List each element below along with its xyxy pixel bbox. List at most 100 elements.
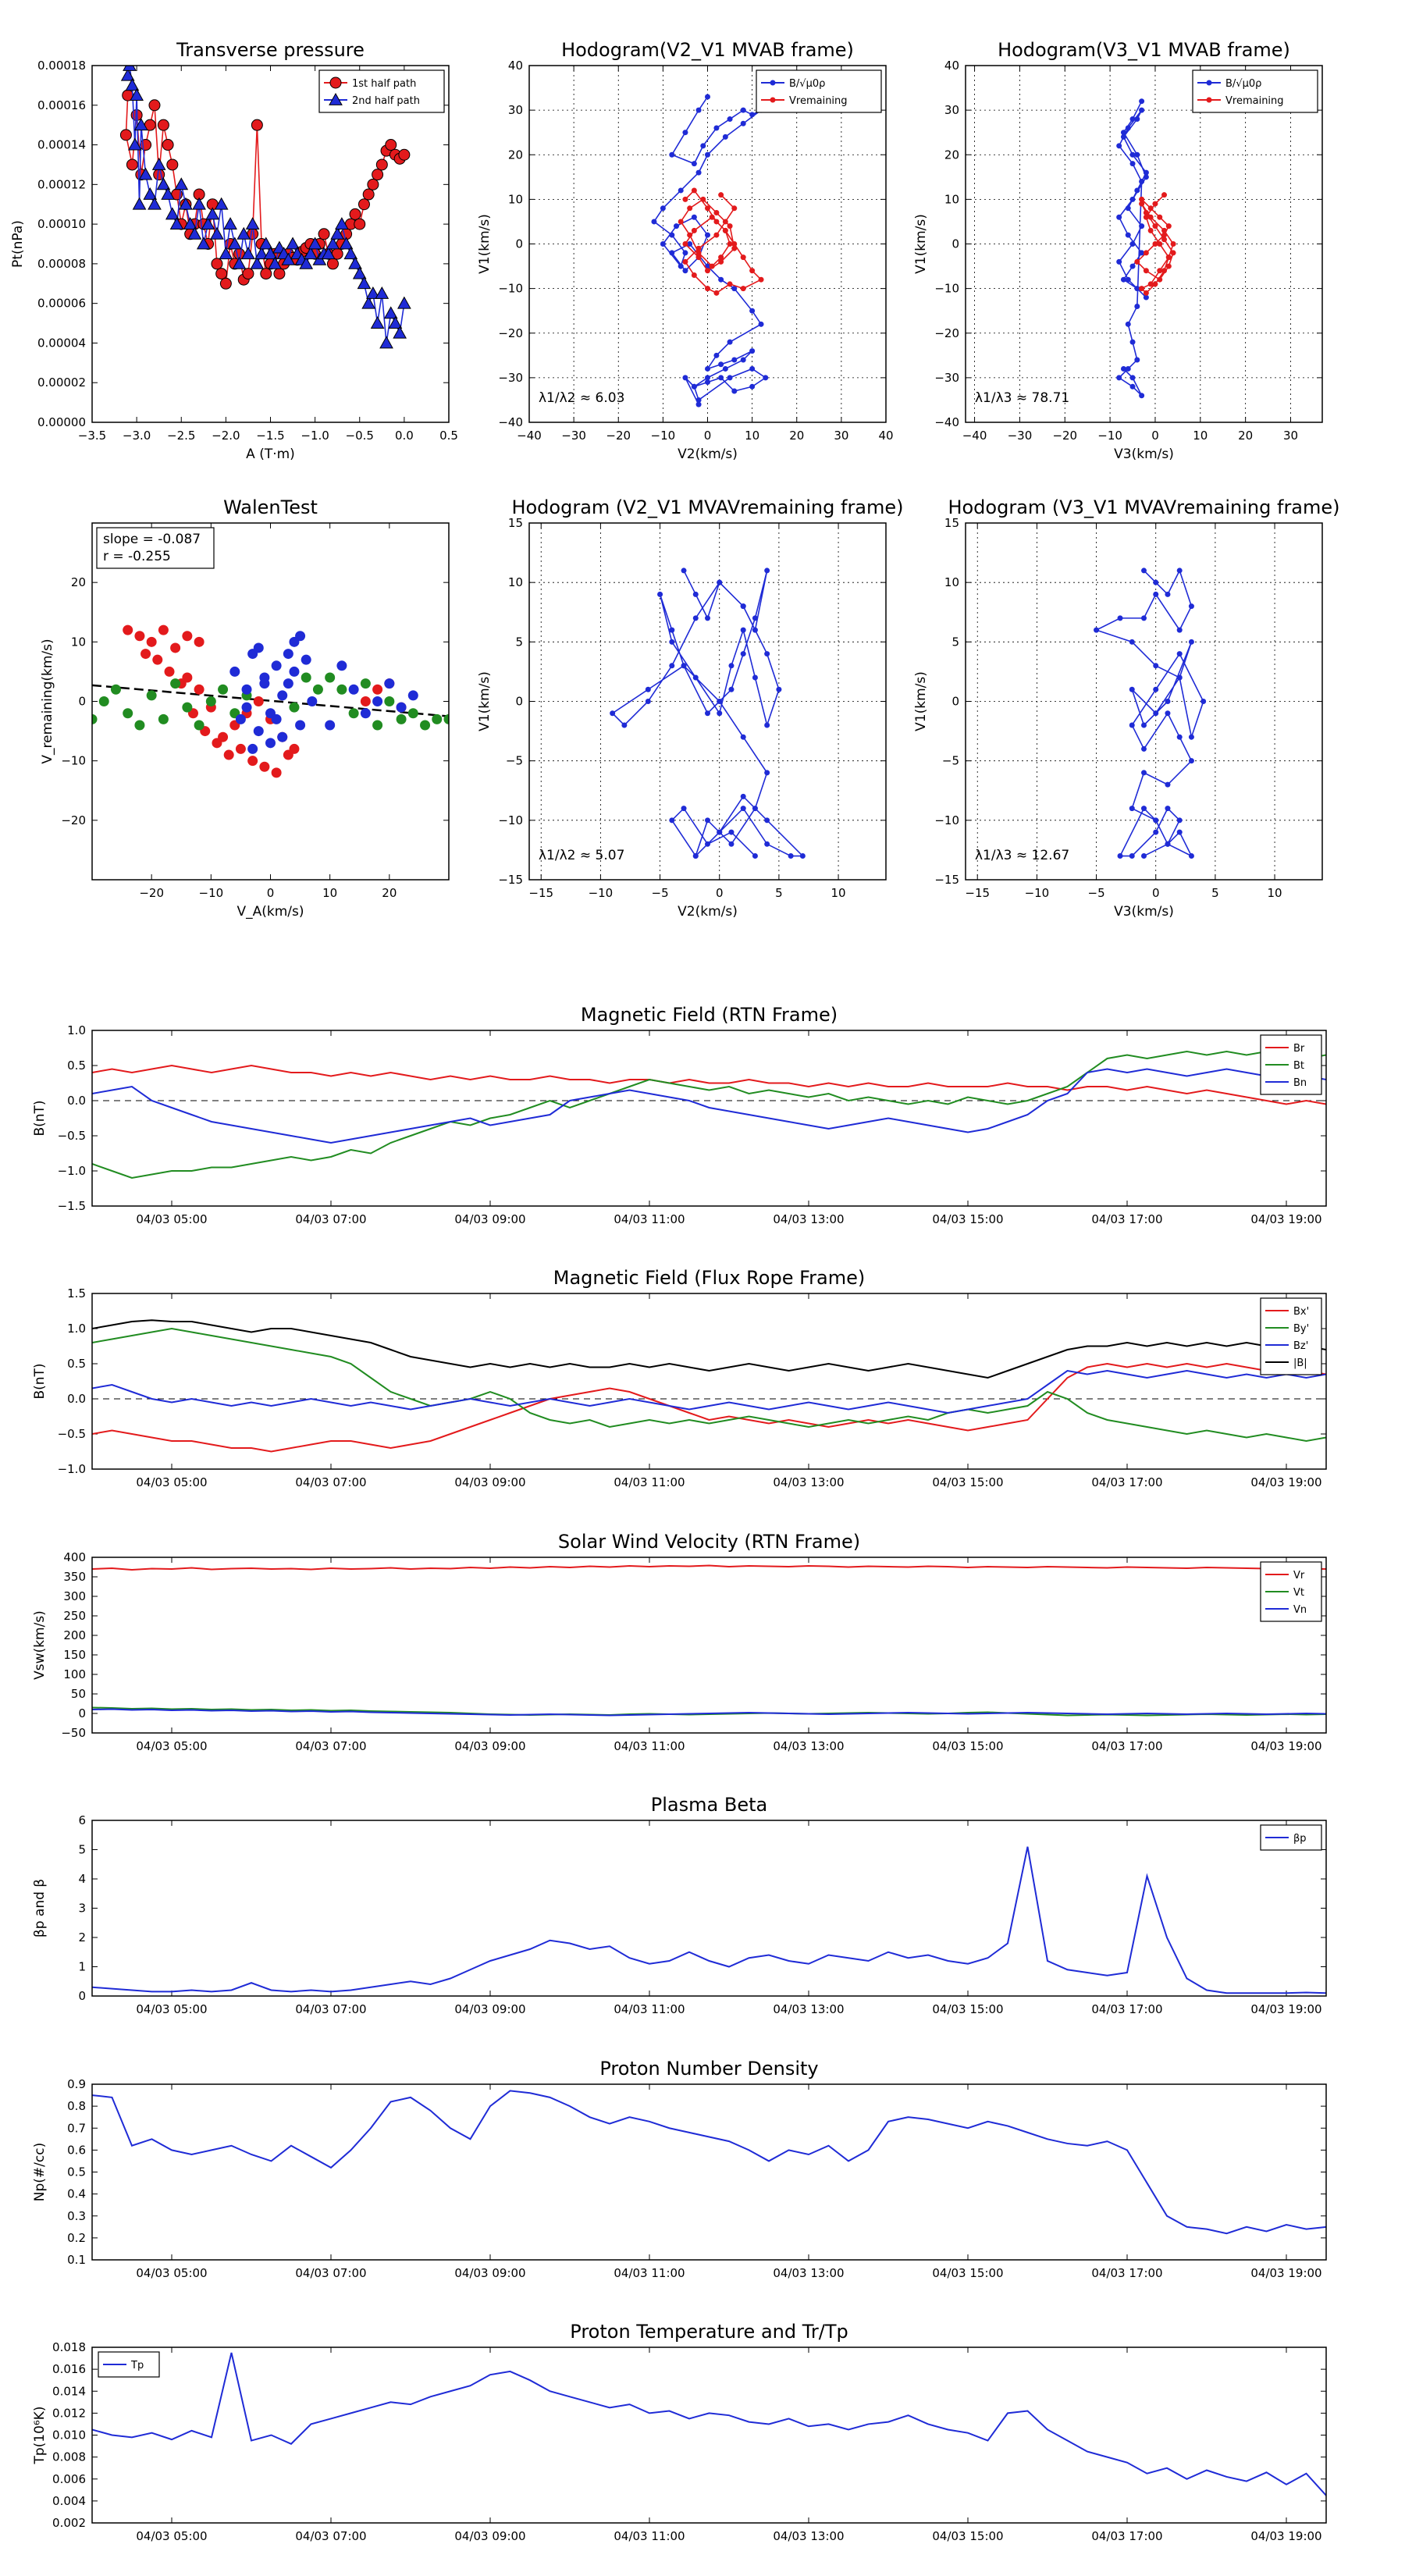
y-tick-label: 350 bbox=[63, 1570, 86, 1584]
y-tick-label: 150 bbox=[63, 1648, 86, 1662]
data-point bbox=[695, 107, 702, 113]
x-tick-label: −15 bbox=[528, 886, 553, 900]
data-point bbox=[1153, 579, 1159, 585]
data-point bbox=[265, 738, 276, 749]
plot-area bbox=[651, 94, 769, 407]
data-point bbox=[161, 187, 175, 200]
data-point bbox=[271, 767, 282, 778]
data-point bbox=[752, 853, 758, 859]
data-point bbox=[237, 226, 251, 240]
data-point bbox=[1147, 205, 1154, 212]
series-line bbox=[92, 1050, 1326, 1179]
ratio-annotation: λ1/λ3 ≈ 78.71 bbox=[975, 390, 1069, 406]
x-tick-label: 04/03 15:00 bbox=[932, 2002, 1003, 2016]
y-tick-label: 200 bbox=[63, 1628, 86, 1642]
data-point bbox=[166, 158, 179, 171]
legend-label: |B| bbox=[1293, 1357, 1307, 1369]
y-tick-label: 0 bbox=[951, 695, 959, 709]
x-tick-label: 04/03 13:00 bbox=[773, 1739, 844, 1753]
y-tick-label: 30 bbox=[508, 103, 523, 117]
data-point bbox=[360, 696, 371, 706]
data-point bbox=[170, 642, 181, 653]
data-point bbox=[740, 286, 746, 292]
data-point bbox=[156, 177, 171, 190]
x-tick-label: 04/03 15:00 bbox=[932, 1475, 1003, 1489]
y-axis-label: B(nT) bbox=[32, 1100, 48, 1136]
data-point bbox=[1134, 357, 1140, 363]
data-point bbox=[1176, 627, 1183, 633]
data-point bbox=[669, 250, 675, 256]
series-line bbox=[92, 1362, 1326, 1453]
data-point bbox=[713, 290, 720, 296]
y-tick-label: −1.0 bbox=[58, 1164, 86, 1178]
x-axis-label: V_A(km/s) bbox=[237, 904, 304, 920]
data-point bbox=[354, 218, 366, 230]
series-0 bbox=[123, 624, 407, 778]
data-point bbox=[420, 720, 431, 731]
data-point bbox=[245, 217, 260, 230]
x-tick-label: −1.0 bbox=[301, 429, 329, 443]
x-tick-label: 04/03 05:00 bbox=[136, 1212, 207, 1226]
y-tick-label: −20 bbox=[61, 813, 86, 827]
chart-title: Proton Number Density bbox=[599, 2058, 818, 2080]
data-point bbox=[1176, 651, 1183, 657]
data-point bbox=[196, 237, 211, 250]
y-tick-label: 10 bbox=[508, 192, 523, 206]
x-tick-label: 0.0 bbox=[395, 429, 414, 443]
data-point bbox=[722, 133, 728, 140]
data-point bbox=[763, 375, 769, 381]
data-point bbox=[215, 268, 228, 280]
data-point bbox=[731, 388, 738, 394]
legend: Br Bt Bn bbox=[1260, 1034, 1322, 1095]
data-point bbox=[727, 339, 733, 345]
data-point bbox=[148, 99, 161, 112]
y-tick-label: −0.5 bbox=[58, 1427, 86, 1441]
legend-label: Vremaining bbox=[1225, 95, 1284, 107]
data-point bbox=[1139, 286, 1145, 292]
data-point bbox=[1129, 806, 1135, 812]
x-tick-label: 04/03 11:00 bbox=[614, 1739, 685, 1753]
y-tick-label: 0.018 bbox=[52, 2340, 86, 2354]
x-tick-label: 04/03 07:00 bbox=[295, 1475, 366, 1489]
data-point bbox=[211, 258, 223, 270]
data-point bbox=[1188, 853, 1194, 859]
data-point bbox=[687, 232, 693, 238]
y-tick-label: −40 bbox=[934, 415, 959, 429]
data-point bbox=[691, 227, 697, 233]
y-tick-label: 5 bbox=[951, 635, 959, 649]
y-tick-label: 0.3 bbox=[67, 2209, 86, 2223]
x-tick-label: −2.5 bbox=[167, 429, 195, 443]
series-2nd-half-path bbox=[120, 66, 411, 349]
legend: Bx' By' Bz' |B| bbox=[1260, 1297, 1322, 1375]
data-point bbox=[709, 263, 715, 269]
y-tick-label: 5 bbox=[78, 1843, 86, 1857]
data-point bbox=[1157, 276, 1163, 283]
legend-box bbox=[756, 69, 882, 113]
x-tick-label: −0.5 bbox=[346, 429, 374, 443]
data-point bbox=[1129, 639, 1135, 645]
data-point bbox=[1117, 615, 1123, 621]
x-tick-label: 04/03 19:00 bbox=[1250, 1475, 1321, 1489]
data-point bbox=[1134, 151, 1140, 158]
data-point bbox=[1170, 250, 1176, 256]
data-point bbox=[727, 241, 733, 247]
y-tick-label: 6 bbox=[78, 1813, 86, 1827]
data-point bbox=[718, 276, 724, 283]
data-point bbox=[1170, 241, 1176, 247]
data-point bbox=[692, 674, 699, 681]
data-point bbox=[705, 817, 710, 824]
data-point bbox=[271, 660, 282, 671]
data-point bbox=[407, 690, 418, 701]
y-axis-label: V1(km/s) bbox=[477, 671, 493, 731]
y-tick-label: 10 bbox=[944, 575, 959, 589]
data-point bbox=[740, 357, 746, 363]
legend-label: βp bbox=[1293, 1833, 1307, 1845]
x-axis-label: A (T·m) bbox=[246, 447, 295, 462]
data-point bbox=[705, 268, 710, 274]
y-tick-label: 1.0 bbox=[67, 1023, 86, 1037]
data-point bbox=[388, 316, 403, 329]
y-tick-label: −50 bbox=[61, 1726, 86, 1740]
data-point bbox=[223, 217, 237, 230]
data-point bbox=[669, 639, 675, 645]
x-tick-label: −20 bbox=[606, 429, 631, 443]
